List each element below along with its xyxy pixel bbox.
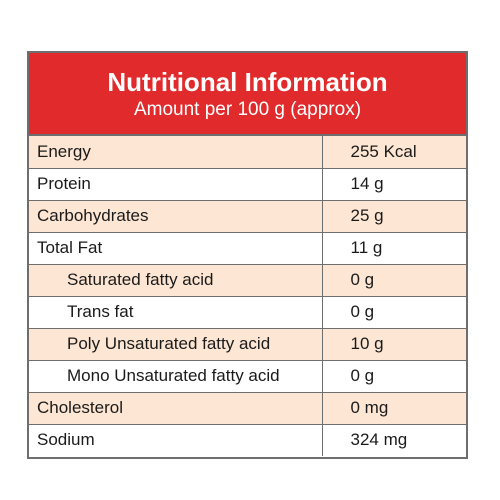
- nutrient-value: 0 mg: [322, 392, 466, 425]
- nutrition-panel: Nutritional Information Amount per 100 g…: [27, 51, 468, 459]
- table-row: Trans fat 0 g: [29, 296, 466, 329]
- table-row: Sodium 324 mg: [29, 424, 466, 456]
- nutrient-name: Energy: [29, 136, 323, 169]
- nutrition-table: Energy 255 Kcal Protein 14 g Carbohydrat…: [29, 136, 466, 456]
- nutrient-name: Mono Unsaturated fatty acid: [29, 360, 323, 393]
- table-row: Cholesterol 0 mg: [29, 392, 466, 425]
- nutrient-name: Cholesterol: [29, 392, 323, 425]
- nutrient-name: Carbohydrates: [29, 200, 323, 233]
- table-row: Poly Unsaturated fatty acid 10 g: [29, 328, 466, 361]
- nutrient-name: Protein: [29, 168, 323, 201]
- table-row: Total Fat 11 g: [29, 232, 466, 265]
- nutrient-name: Total Fat: [29, 232, 323, 265]
- table-row: Protein 14 g: [29, 168, 466, 201]
- panel-title: Nutritional Information: [107, 67, 388, 97]
- table-row: Mono Unsaturated fatty acid 0 g: [29, 360, 466, 393]
- nutrient-value: 25 g: [322, 200, 466, 233]
- panel-subtitle: Amount per 100 g (approx): [133, 99, 362, 120]
- nutrient-name: Poly Unsaturated fatty acid: [29, 328, 323, 361]
- nutrient-value: 0 g: [322, 360, 466, 393]
- nutrition-header: Nutritional Information Amount per 100 g…: [29, 53, 466, 136]
- nutrient-value: 255 Kcal: [322, 136, 466, 169]
- table-row: Carbohydrates 25 g: [29, 200, 466, 233]
- nutrient-value: 10 g: [322, 328, 466, 361]
- nutrient-value: 324 mg: [350, 430, 408, 450]
- nutrient-value: 0 g: [322, 296, 466, 329]
- nutrient-name: Sodium: [29, 424, 323, 456]
- nutrient-name: Saturated fatty acid: [29, 264, 323, 297]
- nutrient-value: 11 g: [322, 232, 466, 265]
- nutrient-name: Trans fat: [29, 296, 323, 329]
- table-row: Energy 255 Kcal: [29, 136, 466, 169]
- table-row: Saturated fatty acid 0 g: [29, 264, 466, 297]
- nutrient-value: 0 g: [322, 264, 466, 297]
- nutrient-value: 14 g: [322, 168, 466, 201]
